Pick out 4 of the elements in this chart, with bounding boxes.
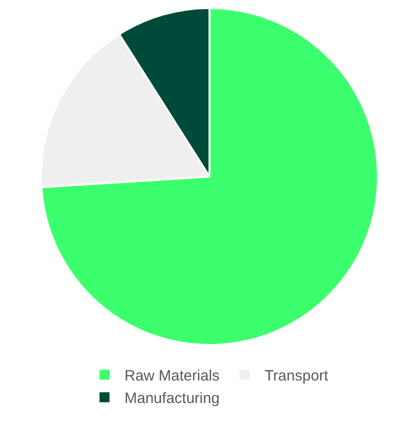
pie-slice bbox=[40, 7, 379, 346]
legend-label: Manufacturing bbox=[124, 390, 220, 408]
legend-label: Transport bbox=[264, 368, 330, 385]
legend-label: Raw Materials bbox=[124, 368, 220, 385]
